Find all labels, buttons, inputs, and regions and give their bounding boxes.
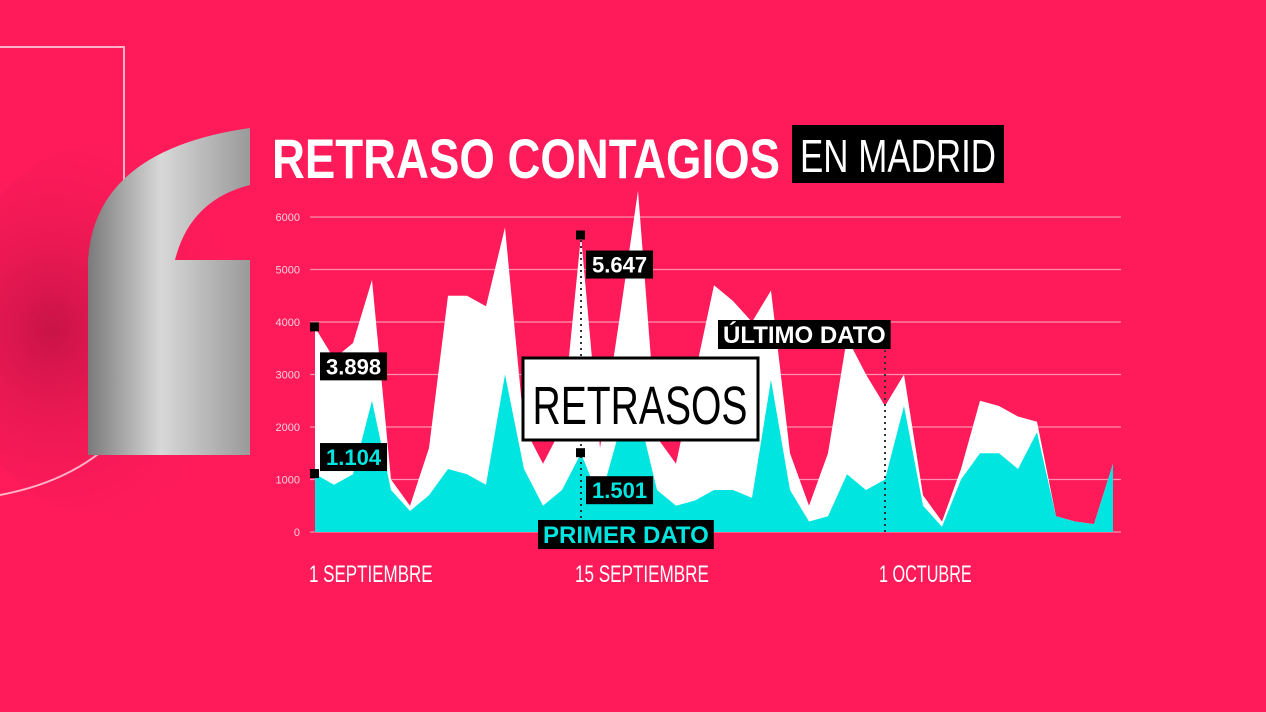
legend-label: ÚLTIMO DATO bbox=[723, 321, 886, 349]
area bbox=[315, 374, 1113, 532]
y-tick-label: 0 bbox=[294, 527, 300, 539]
y-tick-label: 4000 bbox=[276, 317, 300, 329]
x-tick-label: 1 SEPTIEMBRE bbox=[309, 561, 433, 588]
value-label-box bbox=[320, 443, 388, 472]
annotation: RETRASOS bbox=[533, 376, 748, 436]
value-label-box bbox=[320, 352, 388, 381]
value-label: 3.898 bbox=[326, 354, 381, 379]
point-marker bbox=[310, 469, 319, 479]
point-marker bbox=[310, 322, 319, 332]
x-tick-label: 1 OCTUBRE bbox=[879, 561, 972, 588]
y-tick-label: 3000 bbox=[276, 370, 300, 382]
value-label: 5.647 bbox=[592, 253, 647, 278]
subtitle-box bbox=[792, 125, 1004, 183]
quote-mark bbox=[88, 128, 250, 455]
value-label: 1.501 bbox=[592, 478, 647, 503]
y-tick-label: 1000 bbox=[276, 475, 300, 487]
point-marker bbox=[576, 448, 585, 458]
value-label-box bbox=[586, 476, 654, 505]
legend-box bbox=[718, 320, 891, 349]
annotation-box bbox=[521, 356, 760, 442]
value-label: 1.104 bbox=[326, 445, 382, 470]
x-tick-label: 15 SEPTIEMBRE bbox=[575, 561, 709, 588]
chart-subtitle: EN MADRID bbox=[800, 130, 996, 182]
chart-title: RETRASO CONTAGIOS bbox=[272, 127, 780, 190]
value-label-box bbox=[586, 250, 654, 279]
y-tick-label: 6000 bbox=[276, 212, 300, 224]
legend-box bbox=[538, 520, 714, 549]
point-marker bbox=[576, 230, 585, 240]
legend-label: PRIMER DATO bbox=[543, 522, 709, 549]
y-tick-label: 2000 bbox=[276, 422, 300, 434]
y-tick-label: 5000 bbox=[276, 265, 300, 277]
